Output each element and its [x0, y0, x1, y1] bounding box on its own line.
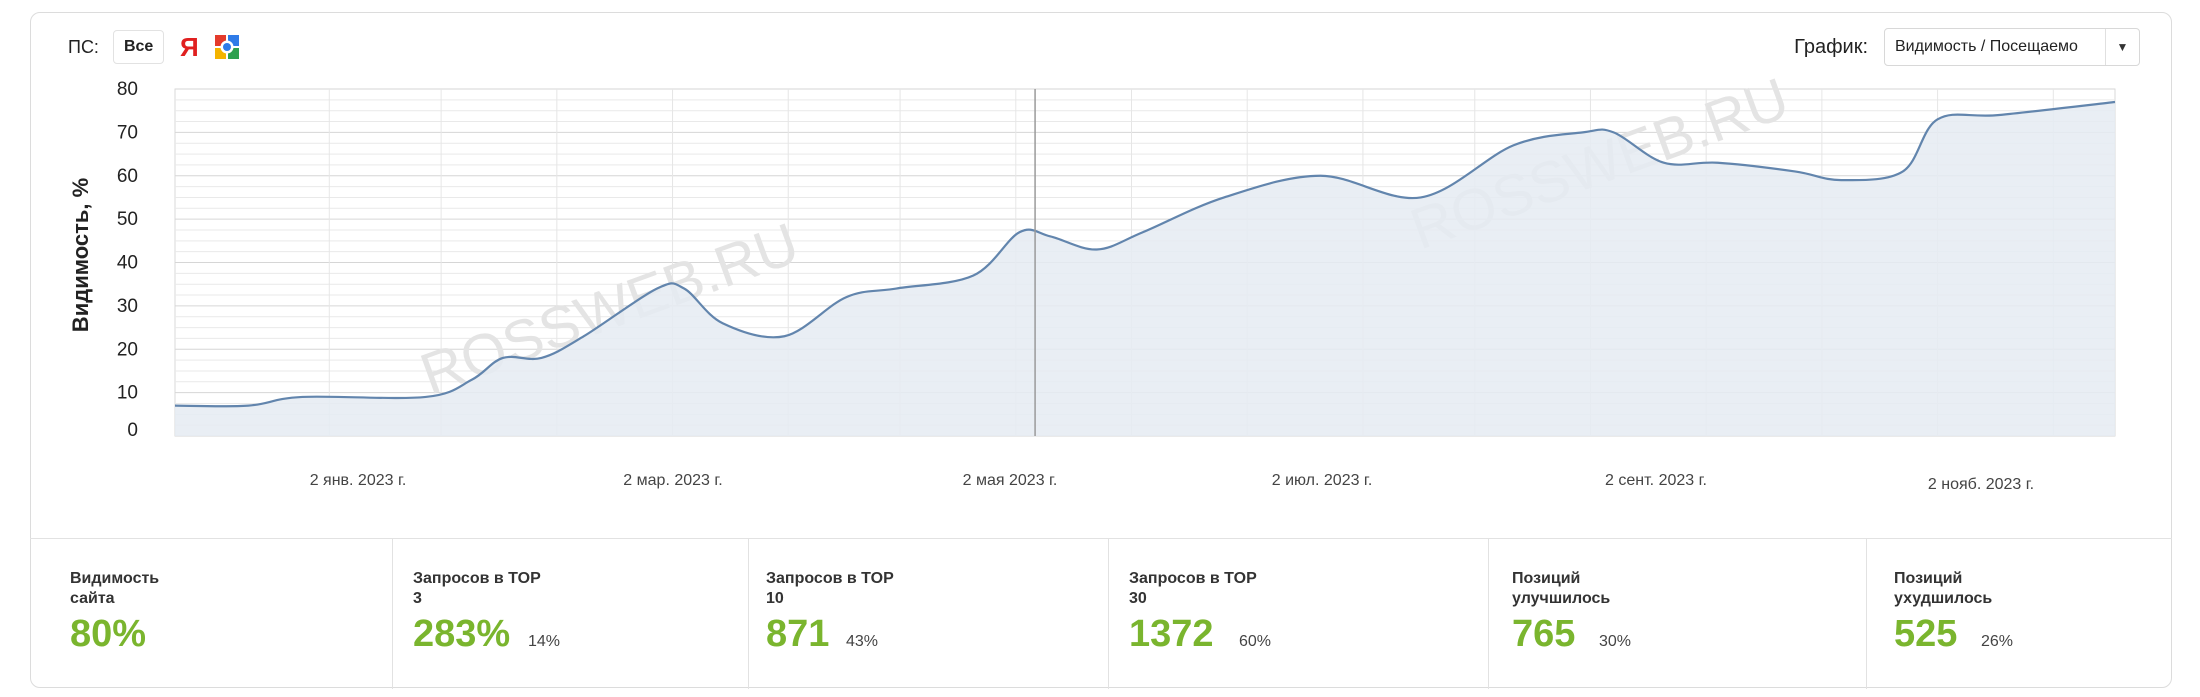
x-axis-ticks: 2 янв. 2023 г. 2 мар. 2023 г. 2 мая 2023 г…	[310, 472, 2034, 493]
y-tick-label: 80	[117, 79, 138, 100]
stat-label: Позиций улучшилось	[1512, 570, 1611, 607]
graph-label: График:	[1794, 35, 1868, 58]
y-tick-label: 70	[117, 122, 138, 143]
y-tick-label: 0	[127, 420, 138, 441]
graph-type-select[interactable]: Видимость / Посещаемо ▼	[1884, 28, 2140, 66]
y-tick-label: 30	[117, 296, 138, 317]
graph-type-selector: График: Видимость / Посещаемо ▼	[1794, 28, 2140, 66]
x-tick-label: 2 мая 2023 г.	[963, 472, 1058, 489]
stat-percent: 30%	[1599, 633, 1632, 650]
y-tick-label: 10	[117, 383, 138, 404]
y-tick-label: 50	[117, 209, 138, 230]
stat-block: Запросов в TOP 3 283% 14%	[392, 539, 748, 689]
stat-value: 1372	[1129, 613, 1214, 655]
visibility-area	[175, 102, 2115, 436]
y-axis-label: Видимость, %	[68, 178, 93, 332]
stat-value: 283%	[413, 613, 511, 655]
stats-row: Видимость сайта 80% Запросов в TOP 3 283% 14…	[30, 538, 2172, 689]
stat-label: Запросов в TOP 10	[766, 570, 894, 607]
yandex-icon[interactable]: Я	[179, 31, 199, 62]
x-tick-label: 2 сент. 2023 г.	[1605, 472, 1707, 489]
ps-label: ПС:	[68, 36, 99, 57]
y-tick-label: 40	[117, 253, 138, 274]
stat-percent: 26%	[1981, 633, 2014, 650]
stat-block: Позиций ухудшилось 525 26%	[1866, 539, 2172, 689]
stat-percent: 60%	[1239, 633, 1272, 650]
y-tick-label: 60	[117, 166, 138, 187]
graph-select-value: Видимость / Посещаемо	[1895, 38, 2078, 55]
chevron-down-icon[interactable]: ▼	[2105, 29, 2139, 65]
x-tick-label: 2 нояб. 2023 г.	[1928, 476, 2034, 493]
x-tick-label: 2 мар. 2023 г.	[623, 472, 722, 489]
stat-label: Запросов в TOP 30	[1129, 570, 1257, 607]
stat-value: 525	[1894, 613, 1958, 655]
google-icon[interactable]	[214, 34, 240, 60]
stat-block: Видимость сайта 80%	[30, 539, 392, 689]
stat-block: Запросов в TOP 30 1372 60%	[1108, 539, 1488, 689]
x-tick-label: 2 янв. 2023 г.	[310, 472, 407, 489]
stat-value: 80%	[70, 613, 147, 655]
stat-value: 765	[1512, 613, 1576, 655]
x-tick-label: 2 июл. 2023 г.	[1272, 472, 1373, 489]
stat-block: Запросов в TOP 10 871 43%	[748, 539, 1108, 689]
stat-block: Позиций улучшилось 765 30%	[1488, 539, 1866, 689]
y-tick-label: 20	[117, 339, 138, 360]
stat-label: Запросов в TOP 3	[413, 570, 541, 607]
search-engine-filter: ПС: Все Я	[68, 30, 240, 64]
y-axis-ticks: 80 70 60 50 40 30 20 10 0	[117, 79, 138, 441]
stat-label: Позиций ухудшилось	[1894, 570, 1993, 607]
all-engines-button[interactable]: Все	[112, 30, 165, 64]
stat-label: Видимость сайта	[70, 570, 160, 607]
visibility-line	[174, 100, 2116, 408]
stat-percent: 43%	[846, 633, 879, 650]
stat-value: 871	[766, 613, 830, 655]
stat-percent: 14%	[528, 633, 561, 650]
